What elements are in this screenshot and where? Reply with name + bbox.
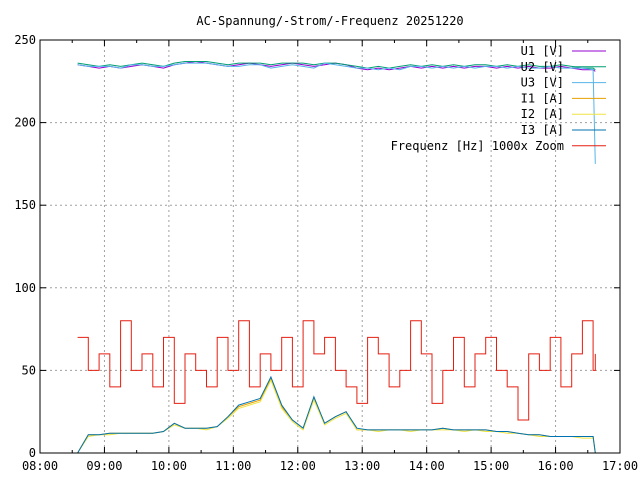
y-tick-label: 150 xyxy=(14,198,36,212)
chart-title: AC-Spannung/-Strom/-Frequenz 20251220 xyxy=(196,14,463,28)
legend-label: I3 [A] xyxy=(521,123,564,137)
y-tick-label: 200 xyxy=(14,116,36,130)
plot-border xyxy=(39,39,621,454)
legend-label: U2 [V] xyxy=(521,60,564,74)
y-tick-label: 50 xyxy=(22,363,36,377)
x-tick-label: 16:00 xyxy=(537,459,573,473)
x-tick-label: 08:00 xyxy=(22,459,58,473)
series-lines xyxy=(77,60,596,454)
x-tick-label: 12:00 xyxy=(280,459,316,473)
series-line-6 xyxy=(77,375,596,454)
x-tick-label: 10:00 xyxy=(151,459,187,473)
legend-label: I1 [A] xyxy=(521,91,564,105)
series-line-7 xyxy=(77,320,596,421)
x-tick-label: 15:00 xyxy=(473,459,509,473)
legend-label: I2 [A] xyxy=(521,107,564,121)
legend-label: U1 [V] xyxy=(521,44,564,58)
y-tick-label: 100 xyxy=(14,281,36,295)
legend-label: U3 [V] xyxy=(521,76,564,90)
y-tick-label: 250 xyxy=(14,33,36,47)
series-line-3 xyxy=(77,62,596,164)
legend: U1 [V] U2 [V] U3 [V]I1 [A] I2 [A] I3 [A] Freq… xyxy=(391,44,606,153)
x-tick-label: 13:00 xyxy=(344,459,380,473)
x-tick-label: 17:00 xyxy=(602,459,638,473)
axis-ticks: 08:00 09:00 10:00 11:00 12:00 13:00 14:00 15:00… xyxy=(14,33,638,473)
x-tick-label: 14:00 xyxy=(409,459,445,473)
x-tick-label: 11:00 xyxy=(215,459,251,473)
y-tick-label: 0 xyxy=(29,446,36,460)
legend-label: Frequenz [Hz] 1000x Zoom xyxy=(391,139,564,153)
x-tick-label: 09:00 xyxy=(86,459,122,473)
grid xyxy=(40,40,620,453)
